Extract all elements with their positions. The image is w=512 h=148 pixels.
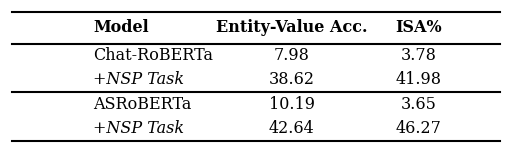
Text: 46.27: 46.27 <box>396 120 442 137</box>
Text: 38.62: 38.62 <box>269 71 315 89</box>
Text: ASRoBERTa: ASRoBERTa <box>93 96 191 113</box>
Text: 42.64: 42.64 <box>269 120 314 137</box>
Text: Entity-Value Acc.: Entity-Value Acc. <box>216 19 368 36</box>
Text: Chat-RoBERTa: Chat-RoBERTa <box>93 47 213 64</box>
Text: 3.65: 3.65 <box>401 96 437 113</box>
Text: +NSP Task: +NSP Task <box>93 71 184 89</box>
Text: ISA%: ISA% <box>396 19 442 36</box>
Text: Model: Model <box>93 19 148 36</box>
Text: 7.98: 7.98 <box>274 47 310 64</box>
Text: 3.78: 3.78 <box>401 47 437 64</box>
Text: 10.19: 10.19 <box>269 96 315 113</box>
Text: +NSP Task: +NSP Task <box>93 120 184 137</box>
Text: 41.98: 41.98 <box>396 71 442 89</box>
